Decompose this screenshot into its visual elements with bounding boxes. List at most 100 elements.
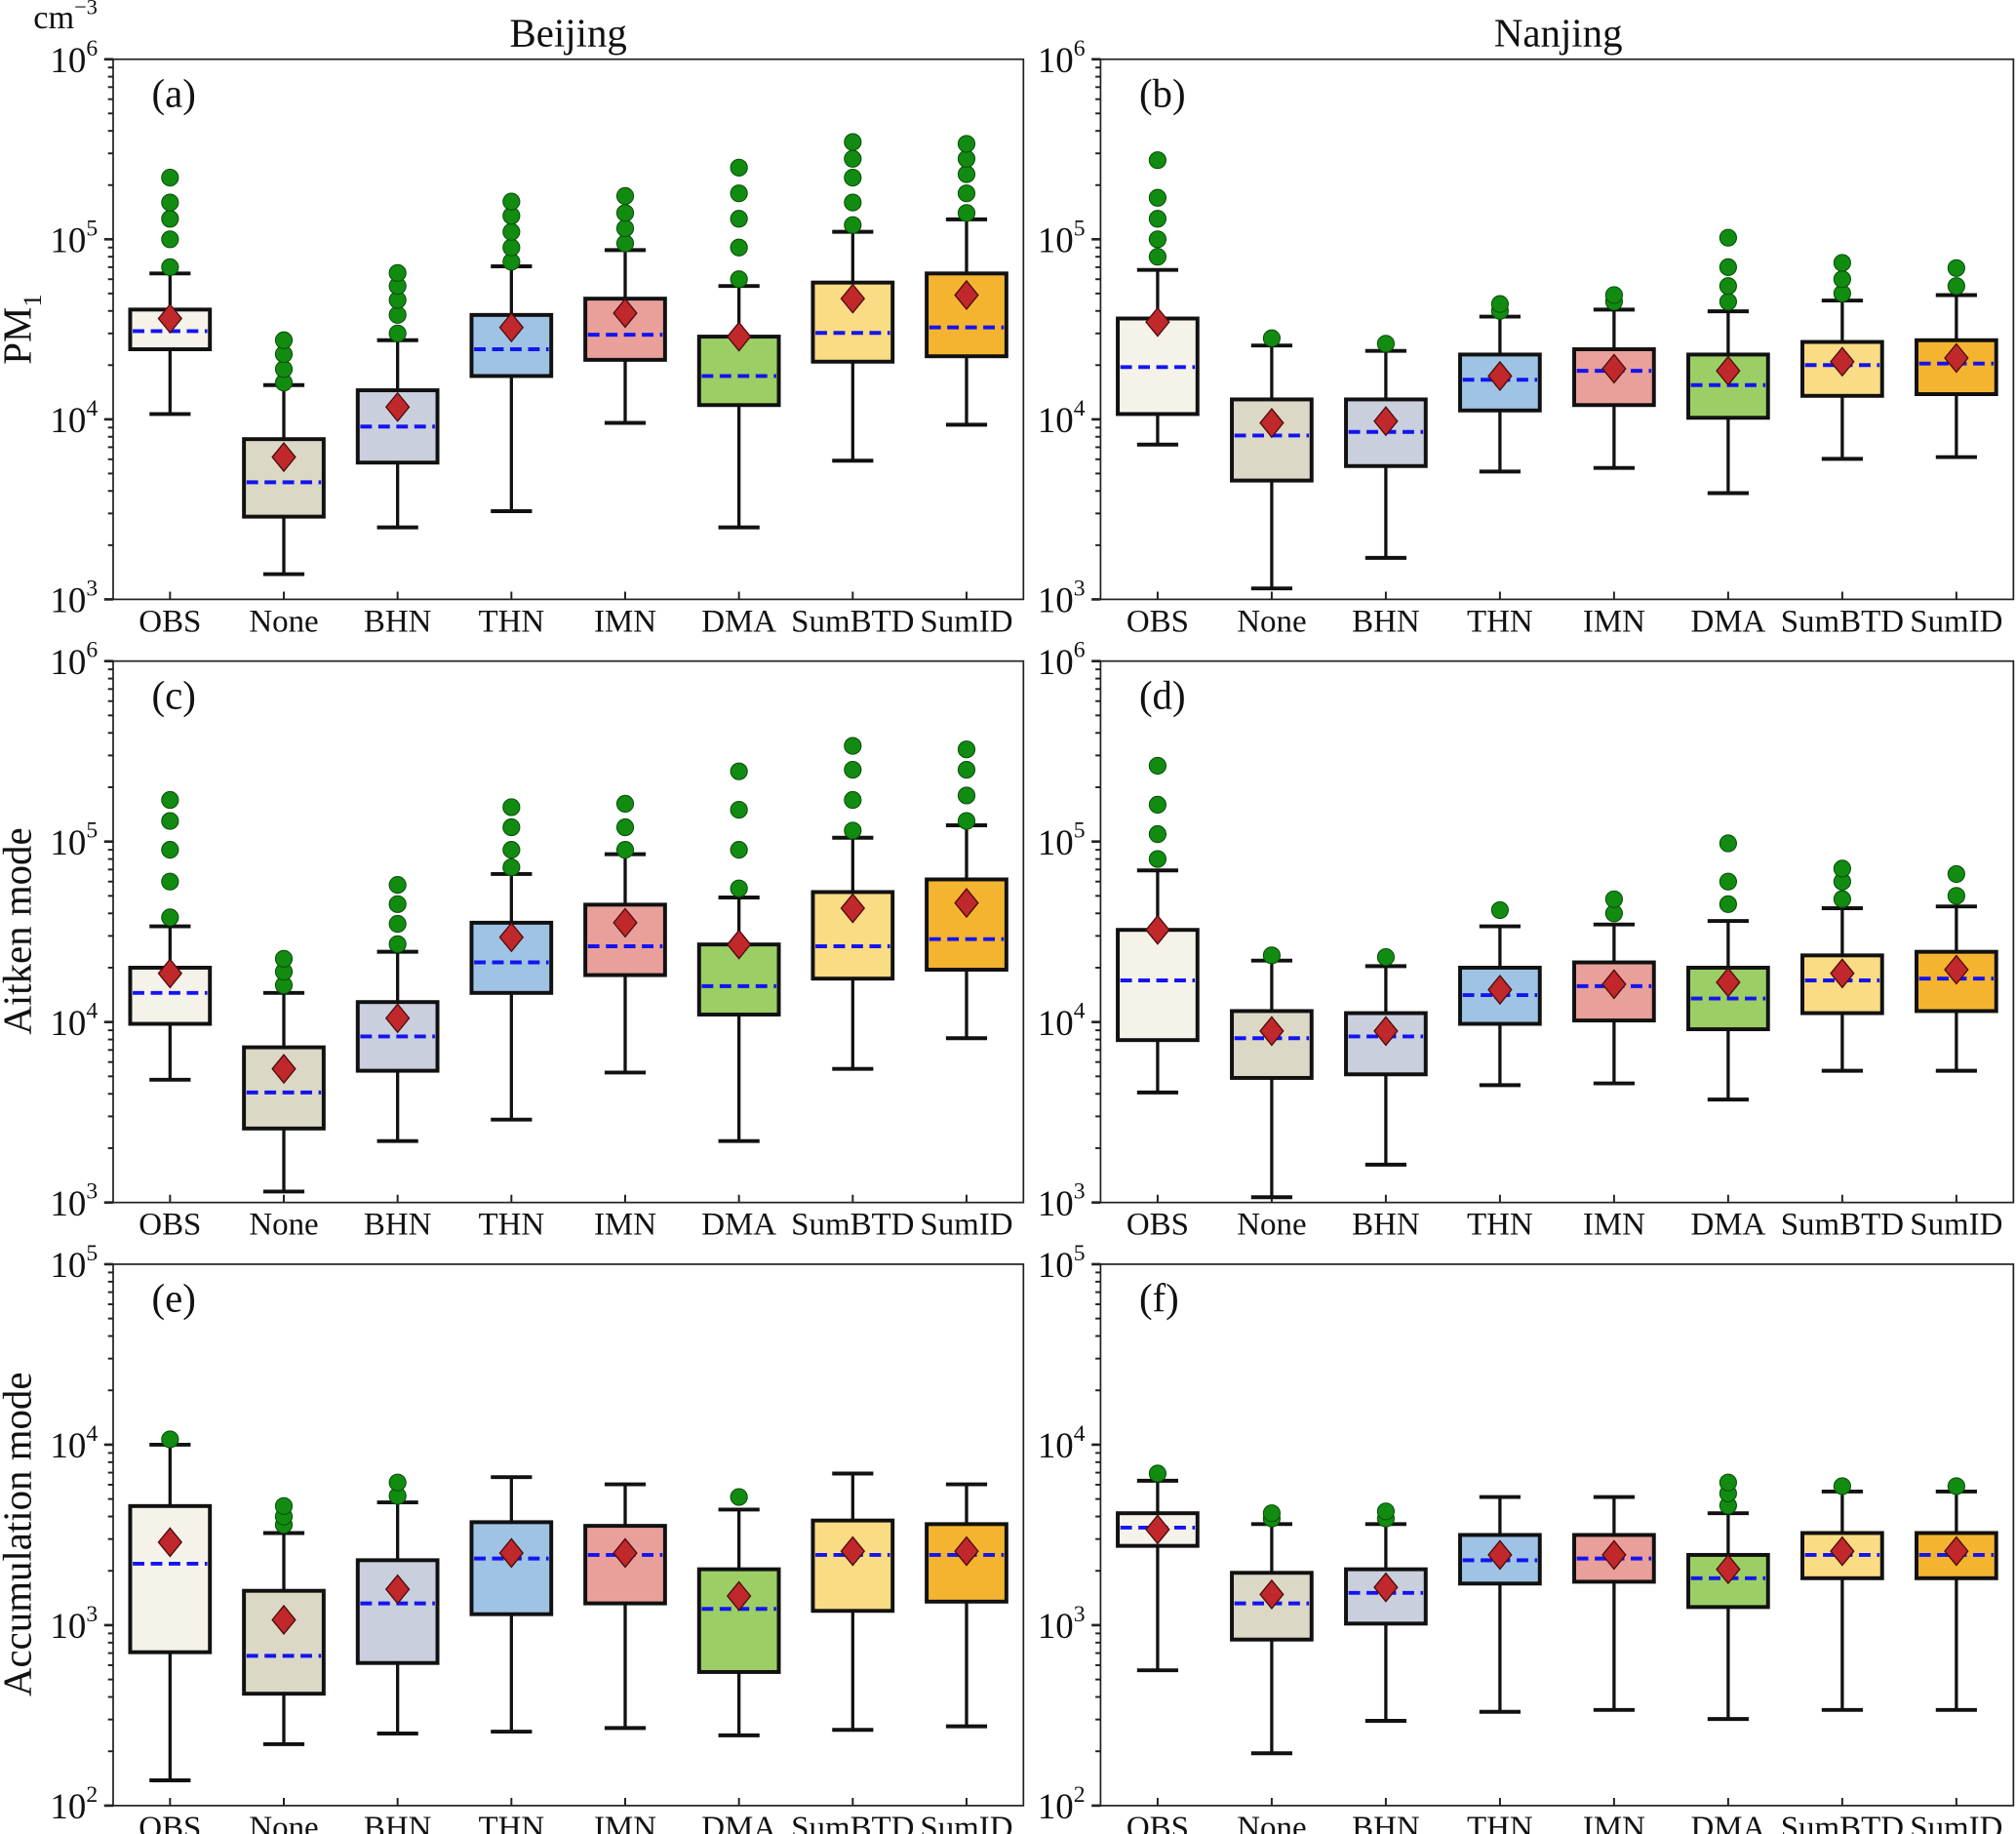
outlier-point [957, 184, 976, 203]
outlier-point [388, 305, 407, 324]
x-tick-label: None [249, 604, 318, 639]
outlier-point [1947, 887, 1965, 905]
x-tick-label: DMA [701, 604, 776, 639]
outlier-point [730, 762, 748, 780]
unit-label: cm−3 [33, 0, 98, 36]
iqr-box [810, 1518, 895, 1614]
outlier-point [957, 149, 976, 168]
outlier-point [161, 908, 179, 927]
outlier-point [388, 1473, 407, 1492]
box-bhn: BHN [1344, 947, 1428, 1243]
plot-frame [112, 659, 1025, 1204]
outlier-point [844, 760, 862, 779]
box-sumbtd: SumBTD [791, 737, 914, 1243]
x-tick-label: IMN [1583, 1811, 1645, 1834]
x-tick-label: SumBTD [1781, 1208, 1904, 1243]
panel-label: (f) [1139, 1277, 1179, 1321]
row-label-aitken: Aitken mode [0, 827, 40, 1034]
outlier-point [957, 786, 976, 805]
box-none: None [242, 331, 326, 639]
outlier-point [1148, 188, 1167, 207]
x-tick-label: IMN [594, 1208, 656, 1243]
outlier-point [1719, 895, 1737, 913]
mean-marker [157, 958, 183, 989]
x-tick-label: SumBTD [791, 1208, 914, 1243]
x-tick-label: SumID [1910, 1811, 2002, 1834]
outlier-point [1376, 335, 1395, 353]
mean-marker [271, 1054, 296, 1085]
outlier-point [388, 324, 407, 342]
x-tick-label: None [1237, 1811, 1306, 1834]
outlier-point [502, 192, 521, 211]
box-imn: IMN [583, 186, 667, 639]
plot-frame [1099, 58, 2015, 601]
x-tick-label: OBS [138, 1811, 201, 1834]
outlier-point [730, 879, 748, 897]
box-sumid: SumID [1910, 864, 2002, 1243]
x-tick-label: BHN [1352, 1208, 1420, 1243]
panel-c: 103 104 105 106 (c) OBS None BHN THN IMN DMA SumBTD… [50, 638, 1025, 1243]
x-tick-label: IMN [1583, 604, 1645, 639]
y-tick-label: 102 [50, 1782, 98, 1826]
x-tick-label: SumID [920, 604, 1012, 639]
panel-e: 102 103 104 105 (e) OBS None BHN THN IMN DMA SumBTD… [50, 1241, 1025, 1834]
x-tick-label: SumBTD [1781, 604, 1904, 639]
outlier-point [1947, 1477, 1965, 1495]
x-tick-label: None [1237, 604, 1306, 639]
outlier-point [1719, 834, 1737, 853]
box-none: None [242, 1496, 326, 1834]
outlier-point [730, 270, 748, 289]
box-dma: DMA [696, 1488, 781, 1834]
x-tick-label: SumBTD [1781, 1811, 1904, 1834]
outlier-point [161, 790, 179, 810]
box-sumbtd: SumBTD [1781, 1477, 1904, 1834]
outlier-point [615, 204, 635, 222]
box-obs: OBS [128, 790, 213, 1243]
y-tick-label: 105 [50, 818, 98, 862]
panel-label: (b) [1139, 72, 1186, 116]
iqr-box [242, 1045, 326, 1131]
mean-marker [384, 1574, 411, 1605]
box-sumid: SumID [920, 1482, 1013, 1834]
y-tick-label: 105 [1038, 216, 1086, 259]
box-dma: DMA [1686, 834, 1770, 1243]
outlier-point [1719, 277, 1737, 296]
mean-marker [954, 888, 979, 919]
y-tick-label: 104 [1038, 1421, 1086, 1465]
column-title-nanjing: Nanjing [1494, 12, 1623, 56]
box-thn: THN [1458, 900, 1542, 1243]
box-bhn: BHN [355, 263, 440, 639]
x-tick-label: THN [1467, 1208, 1533, 1243]
mean-marker [498, 1537, 525, 1569]
mean-marker [271, 442, 296, 473]
column-title-beijing: Beijing [510, 12, 627, 56]
outlier-point [502, 222, 521, 241]
outlier-point [1148, 756, 1167, 776]
x-tick-label: DMA [1690, 1811, 1765, 1834]
x-tick-label: THN [1467, 1811, 1533, 1834]
x-tick-label: None [249, 1811, 318, 1834]
outlier-point [730, 841, 748, 859]
iqr-box [1116, 928, 1200, 1043]
mean-marker [726, 321, 752, 352]
box-imn: IMN [1572, 1495, 1656, 1834]
mean-marker [726, 1580, 752, 1612]
panel-label: (c) [152, 673, 196, 717]
y-tick-label: 104 [50, 999, 98, 1043]
mean-marker [1373, 406, 1399, 437]
box-dma: DMA [1686, 1473, 1770, 1834]
outlier-point [844, 133, 862, 151]
box-imn: IMN [1572, 890, 1656, 1243]
mean-marker [1830, 958, 1855, 989]
mean-marker [157, 302, 183, 335]
outlier-point [730, 238, 748, 257]
outlier-point [1376, 1502, 1395, 1521]
x-tick-label: OBS [138, 604, 201, 639]
mean-marker [1944, 1535, 1969, 1567]
mean-marker [271, 1604, 296, 1636]
outlier-point [161, 812, 179, 830]
x-tick-label: IMN [1583, 1208, 1645, 1243]
y-tick-label: 106 [1038, 638, 1086, 682]
outlier-point [502, 817, 521, 837]
outlier-point [274, 1496, 294, 1515]
